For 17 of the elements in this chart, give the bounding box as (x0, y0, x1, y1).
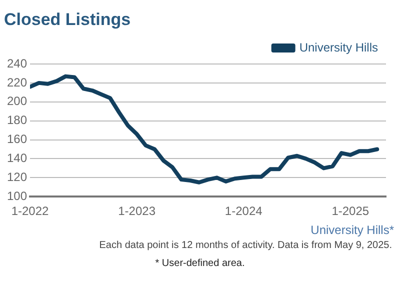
x-tick-label: 1-2023 (118, 204, 156, 218)
x-tick-label: 1-2022 (11, 204, 50, 218)
x-tick-label: 1-2025 (332, 204, 370, 218)
y-tick-label: 180 (6, 113, 28, 128)
y-tick-label: 140 (6, 151, 28, 166)
y-tick-label: 220 (6, 75, 28, 90)
chart-title: Closed Listings (4, 10, 131, 30)
y-tick-label: 240 (6, 56, 28, 70)
y-tick-label: 160 (6, 132, 28, 146)
legend-label: University Hills (299, 40, 378, 54)
y-tick-label: 100 (6, 188, 28, 203)
y-tick-label: 200 (6, 94, 28, 108)
y-tick-label: 120 (6, 170, 28, 184)
text: University Hills* (310, 223, 394, 237)
text: Each data point is 12 months of activity. Data is from May 9, 2025. (99, 240, 392, 251)
x-tick-label: 1-2024 (224, 204, 263, 218)
text: * User-defined area. (154, 258, 246, 269)
